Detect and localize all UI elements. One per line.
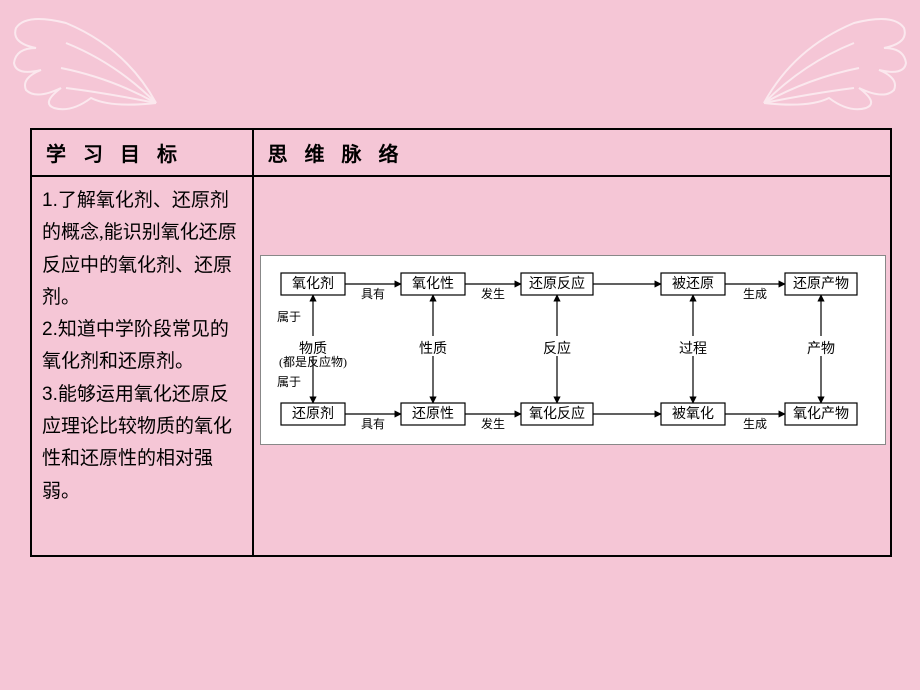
svg-text:反应: 反应 [543, 340, 571, 357]
svg-text:过程: 过程 [679, 341, 707, 357]
svg-text:属于: 属于 [277, 375, 301, 389]
svg-text:生成: 生成 [743, 417, 767, 431]
svg-text:性质: 性质 [419, 341, 447, 357]
svg-text:还原产物: 还原产物 [793, 276, 849, 292]
svg-text:属于: 属于 [277, 310, 301, 324]
svg-text:还原剂: 还原剂 [292, 406, 334, 422]
objective-3: 3.能够运用氧化还原反应理论比较物质的氧化性和还原性的相对强弱。 [42, 379, 242, 508]
svg-text:氧化性: 氧化性 [412, 276, 454, 292]
objective-1: 1.了解氧化剂、还原剂的概念,能识别氧化还原反应中的氧化剂、还原剂。 [42, 185, 242, 314]
concept-diagram: 氧化剂氧化性还原反应被还原还原产物还原剂还原性氧化反应被氧化氧化产物具有发生生成… [260, 255, 886, 445]
svg-text:被还原: 被还原 [672, 276, 714, 292]
svg-text:还原性: 还原性 [412, 406, 454, 422]
svg-text:氧化反应: 氧化反应 [529, 405, 585, 422]
wing-decoration-left [6, 8, 166, 118]
svg-text:被氧化: 被氧化 [672, 406, 714, 422]
main-table: 学 习 目 标 思 维 脉 络 1.了解氧化剂、还原剂的概念,能识别氧化还原反应… [30, 128, 892, 557]
objectives-cell: 1.了解氧化剂、还原剂的概念,能识别氧化还原反应中的氧化剂、还原剂。 2.知道中… [31, 176, 253, 556]
svg-text:还原反应: 还原反应 [529, 275, 585, 292]
diagram-cell: 氧化剂氧化性还原反应被还原还原产物还原剂还原性氧化反应被氧化氧化产物具有发生生成… [253, 176, 891, 556]
svg-text:氧化剂: 氧化剂 [292, 276, 334, 292]
svg-text:发生: 发生 [481, 416, 505, 431]
svg-text:产物: 产物 [807, 341, 835, 357]
svg-text:发生: 发生 [481, 286, 505, 301]
header-mindmap: 思 维 脉 络 [253, 129, 891, 176]
wing-decoration-right [754, 8, 914, 118]
svg-text:(都是反应物): (都是反应物) [279, 354, 347, 369]
svg-text:生成: 生成 [743, 287, 767, 301]
objective-2: 2.知道中学阶段常见的氧化剂和还原剂。 [42, 314, 242, 379]
svg-text:具有: 具有 [361, 417, 385, 431]
header-objectives: 学 习 目 标 [31, 129, 253, 176]
svg-text:具有: 具有 [361, 287, 385, 301]
svg-text:氧化产物: 氧化产物 [793, 406, 849, 422]
